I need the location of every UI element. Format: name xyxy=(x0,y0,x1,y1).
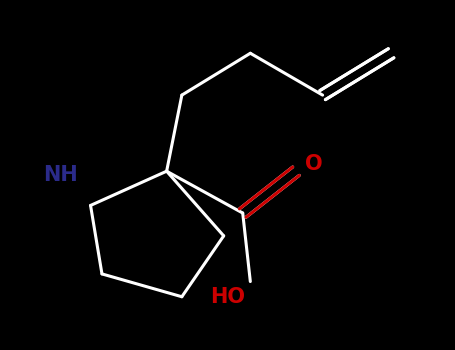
Text: NH: NH xyxy=(43,165,77,185)
Text: HO: HO xyxy=(210,287,245,307)
Text: O: O xyxy=(305,154,322,174)
